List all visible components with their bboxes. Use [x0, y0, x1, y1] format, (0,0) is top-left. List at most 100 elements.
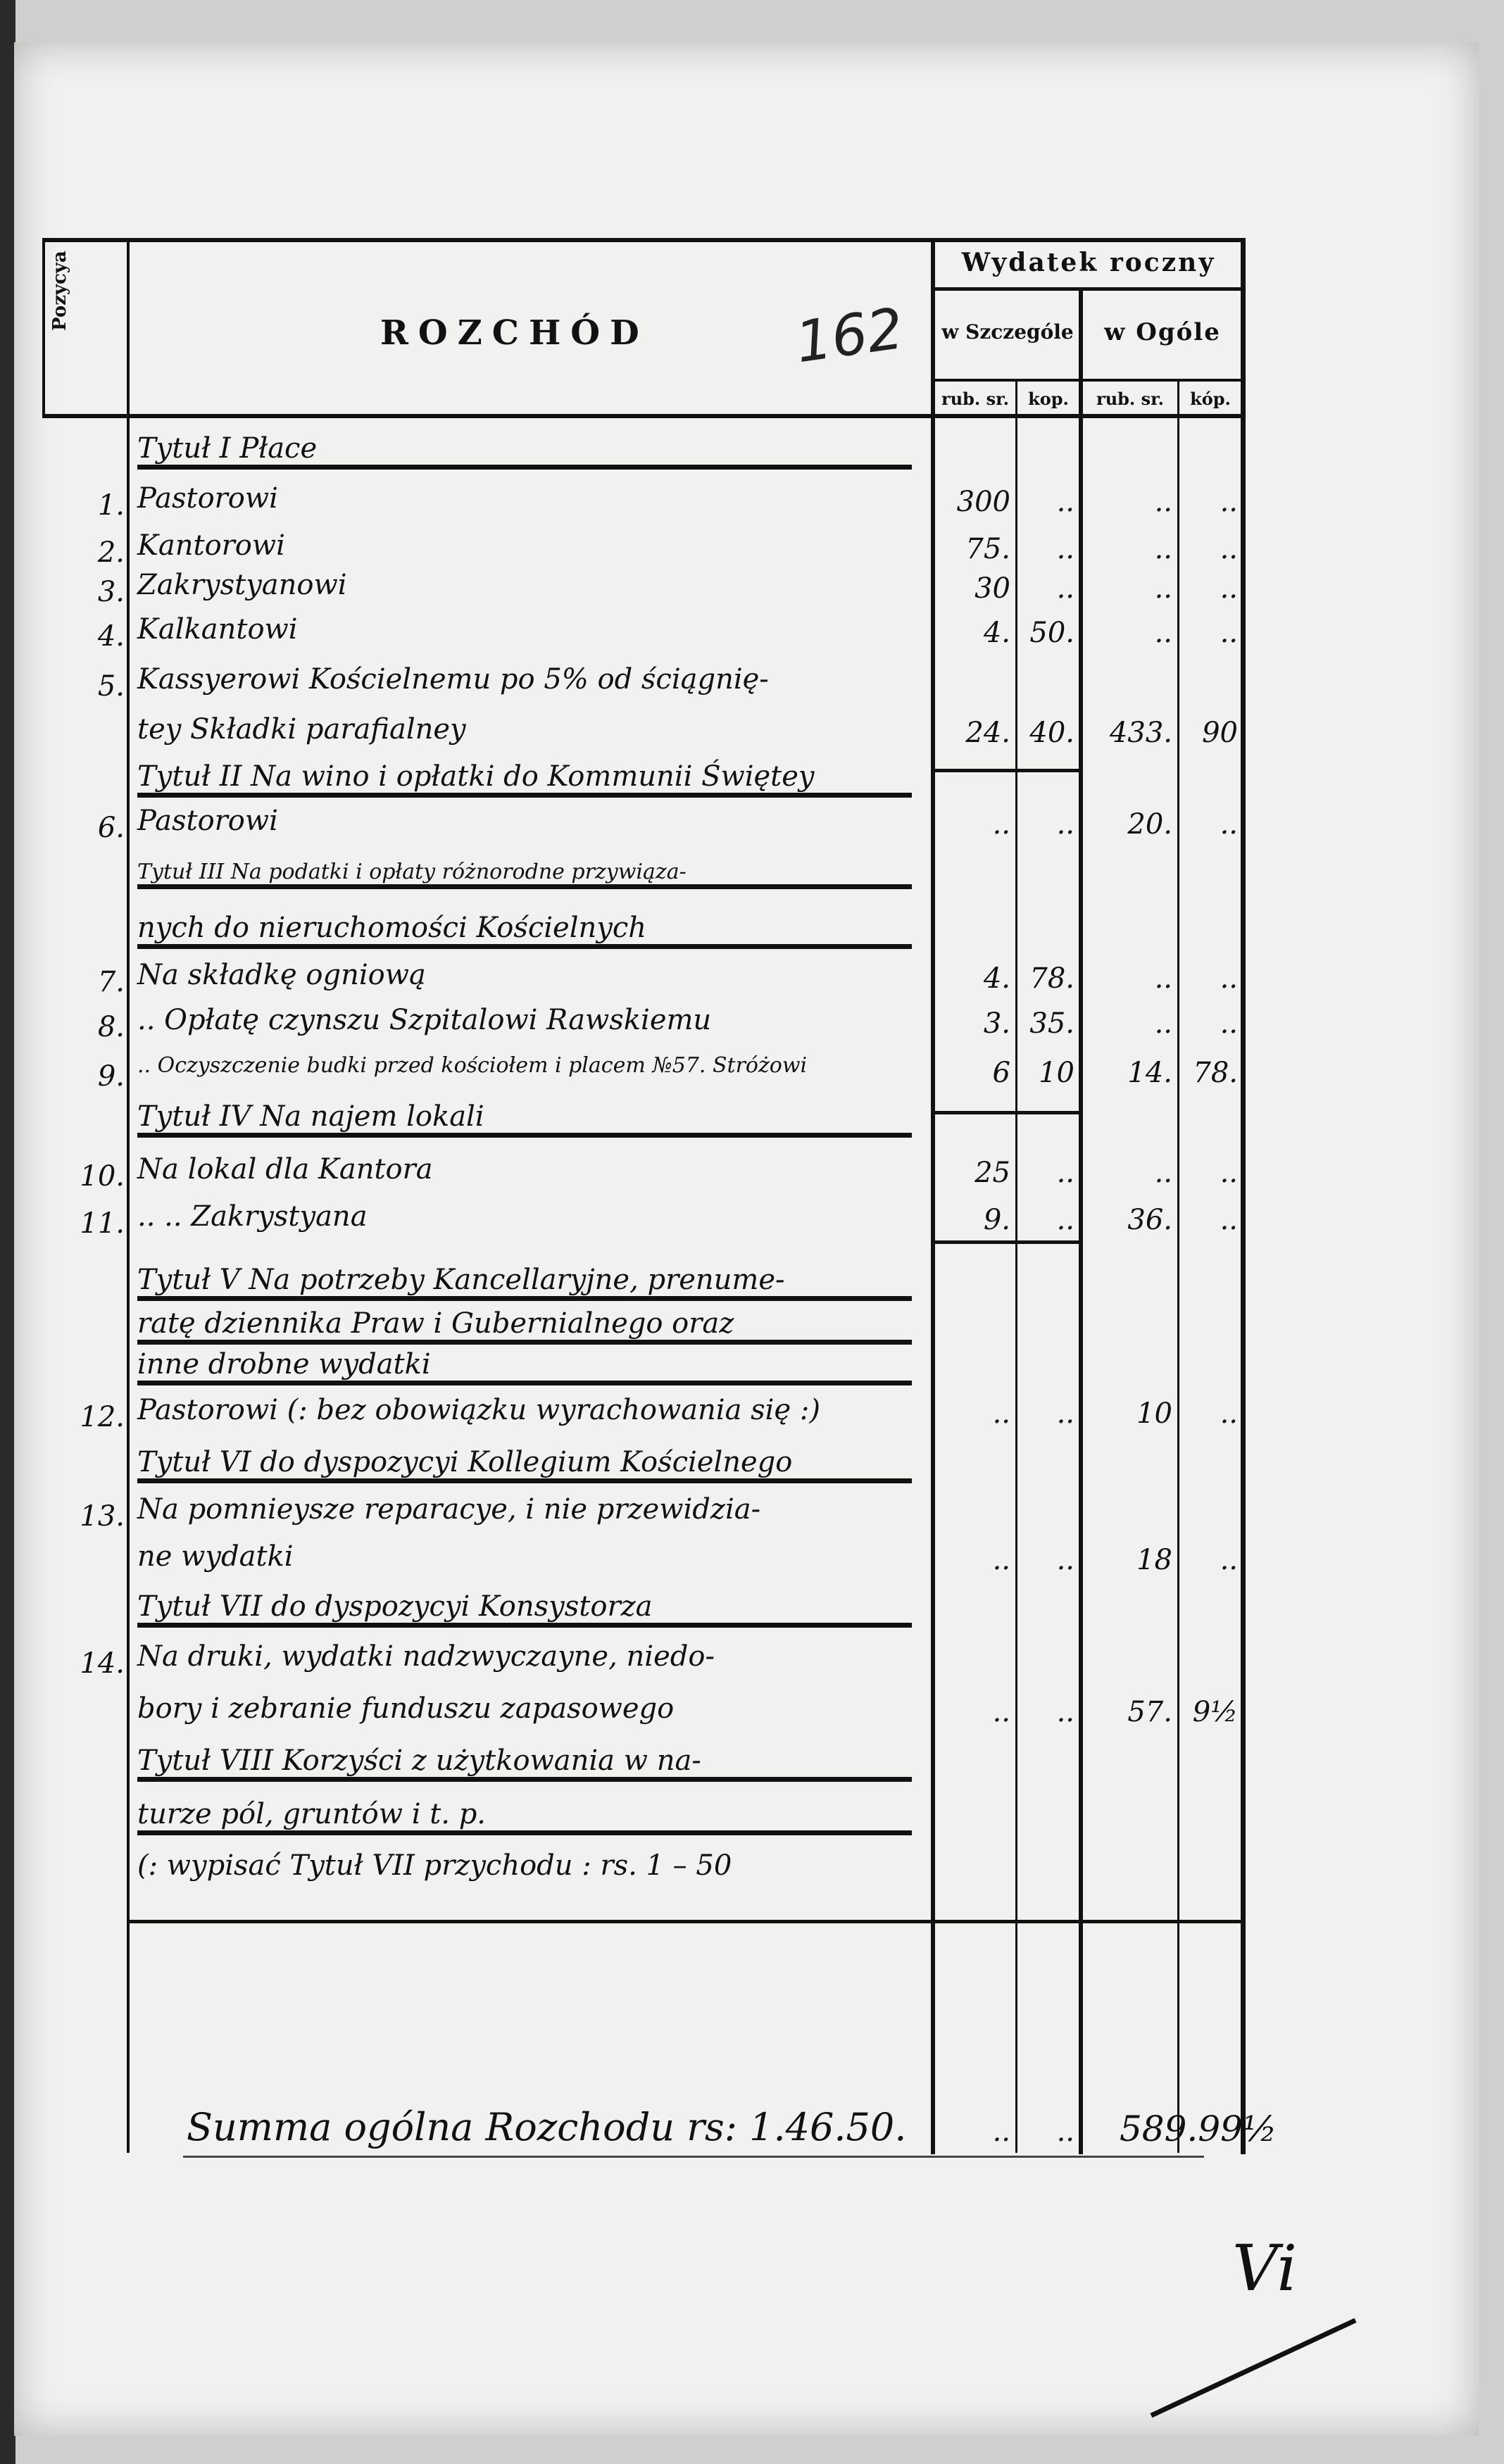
row-description: Kantorowi — [137, 529, 285, 562]
row-position-number: 6. — [97, 812, 125, 844]
detail-rub-value: 3. — [983, 1007, 1010, 1040]
total-rub-value: 433. — [1109, 717, 1172, 749]
subtotal-rule-title-3 — [931, 1111, 1082, 1114]
section-title: Tytuł I Płace — [137, 432, 912, 470]
total-kop-value: .. — [1220, 808, 1238, 841]
total-rub-value: 14. — [1127, 1057, 1172, 1089]
table-top-border — [42, 238, 1245, 242]
detail-rub-value: 25 — [975, 1157, 1010, 1189]
detail-kop-value: .. — [1056, 808, 1074, 841]
subtotal-rule-title-4 — [931, 1240, 1082, 1244]
detail-rub-value: 24. — [965, 717, 1010, 749]
grand-total-detail-kop: .. — [1056, 2116, 1074, 2148]
detail-kop-value: .. — [1056, 1157, 1074, 1189]
detail-rub-value: 9. — [983, 1204, 1010, 1236]
total-rub-header: rub. sr. — [1096, 389, 1164, 409]
total-kop-value: .. — [1220, 1397, 1238, 1430]
subheader-divider — [931, 379, 1245, 382]
total-rub-value: .. — [1154, 1007, 1172, 1040]
section-title: Tytuł IV Na najem lokali — [137, 1100, 912, 1138]
detail-kop-value: .. — [1056, 572, 1074, 605]
detail-rub-kop-divider — [1015, 380, 1017, 2153]
description-column-divider — [931, 238, 935, 2154]
detail-kop-value: 10 — [1039, 1057, 1074, 1089]
row-description: Na druki, wydatki nadzwyczayne, niedo- — [137, 1640, 715, 1673]
total-kop-value: .. — [1220, 1544, 1238, 1576]
row-description: Na pomnieysze reparacye, i nie przewidzi… — [137, 1493, 761, 1526]
row-description: (: wypisać Tytuł VII przychodu : rs. 1 –… — [137, 1849, 732, 1882]
total-rub-value: .. — [1154, 1157, 1172, 1189]
total-rub-kop-divider — [1177, 380, 1179, 2153]
section-title: Tytuł II Na wino i opłatki do Kommunii Ś… — [137, 760, 912, 798]
row-description: .. Oczyszczenie budki przed kościołem i … — [137, 1053, 808, 1078]
signature: Vi — [1232, 2232, 1298, 2306]
row-description: .. .. Zakrystyana — [137, 1200, 368, 1233]
detail-rub-value: .. — [992, 1397, 1010, 1430]
detail-rub-value: 4. — [983, 962, 1010, 995]
total-rub-value: 57. — [1127, 1696, 1172, 1728]
row-position-number: 9. — [97, 1060, 125, 1093]
row-position-number: 3. — [97, 576, 125, 608]
total-kop-value: .. — [1220, 1007, 1238, 1040]
detail-rub-value: 30 — [975, 572, 1010, 605]
row-position-number: 13. — [80, 1500, 125, 1533]
page-title: ROZCHÓD — [380, 313, 649, 353]
detail-kop-value: 35. — [1029, 1007, 1074, 1040]
row-description: Kassyerowi Kościelnemu po 5% od ściągnię… — [137, 663, 769, 696]
table-right-border — [1241, 238, 1246, 2154]
subtotal-rule-title-1 — [931, 769, 1082, 772]
total-kop-value: 90 — [1202, 717, 1238, 749]
grand-total-rule — [183, 2156, 1204, 2158]
detail-kop-value: 40. — [1029, 717, 1074, 749]
section-title: ratę dziennika Praw i Gubernialnego oraz — [137, 1307, 912, 1345]
section-title: Tytuł VII do dyspozycyi Konsystorza — [137, 1590, 912, 1628]
total-kop-value: .. — [1220, 572, 1238, 605]
row-position-number: 14. — [80, 1647, 125, 1680]
row-description: bory i zebranie funduszu zapasowego — [137, 1692, 675, 1725]
total-kop-value: .. — [1220, 1157, 1238, 1189]
total-kop-value: .. — [1220, 486, 1238, 518]
row-position-number: 8. — [97, 1011, 125, 1043]
table-left-border — [42, 238, 45, 414]
total-kop-value: .. — [1220, 533, 1238, 565]
row-description: Pastorowi — [137, 482, 278, 515]
detail-kop-value: .. — [1056, 1204, 1074, 1236]
row-position-number: 7. — [97, 966, 125, 998]
detail-rub-value: 4. — [983, 617, 1010, 649]
total-rub-value: .. — [1154, 572, 1172, 605]
detail-kop-value: 78. — [1029, 962, 1074, 995]
row-position-number: 4. — [97, 620, 125, 653]
detail-heading: w Szczególe — [941, 320, 1074, 344]
detail-rub-value: 300 — [956, 486, 1010, 518]
total-rub-value: 20. — [1127, 808, 1172, 841]
detail-rub-value: .. — [992, 808, 1010, 841]
total-heading: w Ogóle — [1104, 318, 1221, 346]
header-bottom-border — [42, 414, 1245, 418]
total-kop-value: 9½ — [1192, 1696, 1238, 1728]
detail-rub-value: 6 — [992, 1057, 1010, 1089]
row-description: Pastorowi (: bez obowiązku wyrachowania … — [137, 1394, 820, 1426]
total-rub-value: .. — [1154, 486, 1172, 518]
grand-total-label: Summa ogólna Rozchodu rs: 1.46.50. — [187, 2105, 907, 2149]
detail-rub-value: 75. — [965, 533, 1010, 565]
row-position-number: 1. — [97, 489, 125, 522]
detail-rub-value: .. — [992, 1544, 1010, 1576]
detail-kop-value: .. — [1056, 533, 1074, 565]
detail-kop-header: kop. — [1028, 389, 1069, 409]
detail-kop-value: .. — [1056, 1696, 1074, 1728]
position-column-header: Pozycya — [49, 251, 70, 331]
grand-total-amount: 589.99½ — [1120, 2108, 1277, 2149]
total-rub-value: .. — [1154, 533, 1172, 565]
detail-kop-value: .. — [1056, 1397, 1074, 1430]
row-description: Pastorowi — [137, 805, 278, 837]
detail-rub-value: .. — [992, 1696, 1010, 1728]
body-bottom-rule — [127, 1920, 1245, 1923]
row-position-number: 2. — [97, 536, 125, 569]
row-position-number: 12. — [80, 1401, 125, 1433]
row-position-number: 10. — [80, 1160, 125, 1193]
position-column-divider — [127, 238, 130, 2153]
row-description: Kalkantowi — [137, 613, 298, 646]
grand-total-detail-rub: .. — [992, 2116, 1010, 2148]
detail-kop-value: .. — [1056, 486, 1074, 518]
row-description: ne wydatki — [137, 1540, 294, 1573]
